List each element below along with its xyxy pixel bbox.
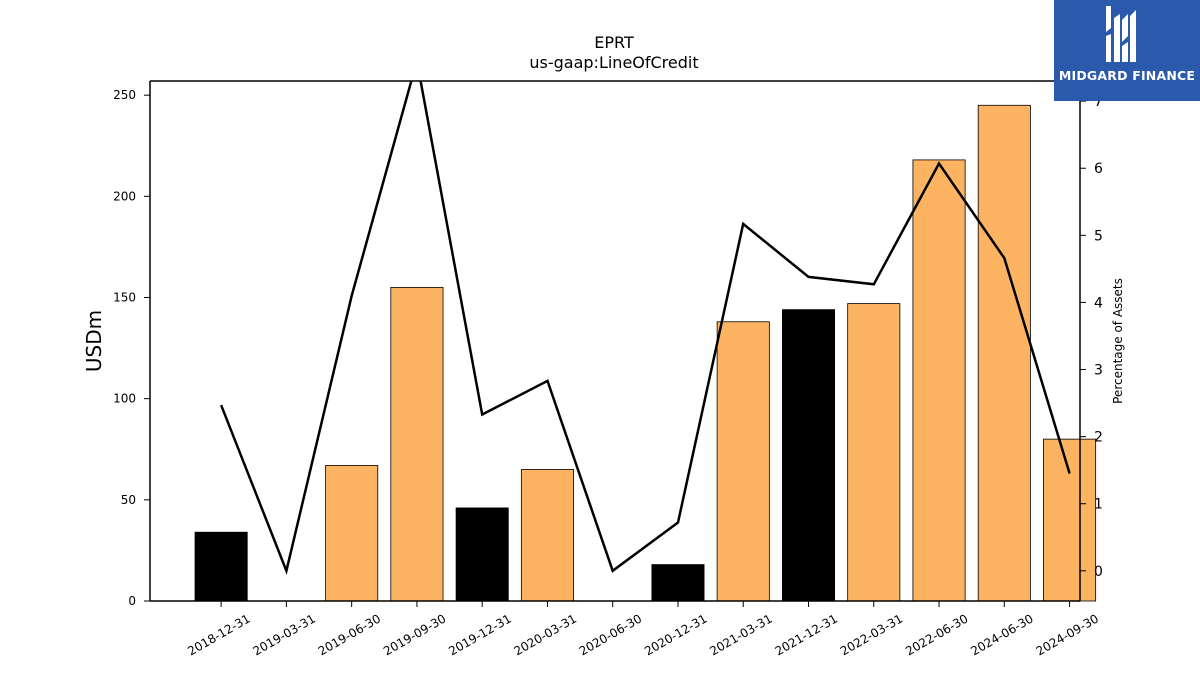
x-tick-label-2019-09-30: 2019-09-30 [381,611,448,658]
bar-2020-12-31 [651,564,705,602]
x-tick-label-2021-12-31: 2021-12-31 [773,611,840,658]
bar-2020-03-31 [520,469,574,602]
x-tick-label-2019-06-30: 2019-06-30 [316,611,383,658]
y2-tick-label-1: 1 [1094,497,1103,513]
bar-2019-12-31 [455,507,509,602]
midgard-logo-icon [1106,6,1136,62]
x-tick-label-2020-06-30: 2020-06-30 [577,611,644,658]
bar-2021-03-31 [716,321,770,602]
y-tick-label-250: 250 [113,88,136,102]
y-axis-label: USDm [82,310,106,372]
x-tick-label-2019-03-31: 2019-03-31 [250,611,317,658]
brand-logo: MIDGARD FINANCE [1054,0,1200,101]
x-tick-label-2019-12-31: 2019-12-31 [446,611,513,658]
x-tick-label-2024-06-30: 2024-06-30 [968,611,1035,658]
y2-tick-label-4: 4 [1094,295,1103,311]
chart-title: EPRT [594,33,634,52]
bar-2021-12-31 [782,309,836,602]
bar-2024-09-30 [1043,438,1097,602]
y-tick-label-0: 0 [128,594,136,608]
y2-tick-label-0: 0 [1094,564,1103,580]
percentage-line [219,81,1071,575]
y2-tick-label-7: 7 [1094,94,1103,110]
x-tick-label-2022-06-30: 2022-06-30 [903,611,970,658]
y-tick-label-100: 100 [113,392,136,406]
chart-subtitle: us-gaap:LineOfCredit [529,53,698,72]
x-tick-label-2024-09-30: 2024-09-30 [1034,611,1101,658]
x-tick-label-2020-03-31: 2020-03-31 [512,611,579,658]
bar-2018-12-31 [194,531,248,602]
bar-2024-06-30 [977,104,1031,602]
y-tick-label-150: 150 [113,290,136,304]
x-tick-label-2021-03-31: 2021-03-31 [707,611,774,658]
y-tick-label-50: 50 [121,493,136,507]
y2-tick-label-3: 3 [1094,363,1103,379]
bar-2019-09-30 [390,286,444,602]
bar-2022-06-30 [912,159,966,602]
x-tick-label-2018-12-31: 2018-12-31 [185,611,252,658]
y2-tick-label-2: 2 [1094,430,1103,446]
y2-axis-label: Percentage of Assets [1111,278,1125,404]
bar-2022-03-31 [847,303,901,602]
x-tick-label-2020-12-31: 2020-12-31 [642,611,709,658]
x-tick-label-2022-03-31: 2022-03-31 [838,611,905,658]
bar-2019-06-30 [325,465,379,602]
y2-tick-label-6: 6 [1094,161,1103,177]
y-tick-label-200: 200 [113,189,136,203]
brand-name: MIDGARD FINANCE [1058,68,1196,83]
y2-tick-label-5: 5 [1094,228,1103,244]
plot-area: 0 50 100 150 200 250 0 1 2 3 4 5 6 7 2018-12-312019-03… [113,80,1103,658]
